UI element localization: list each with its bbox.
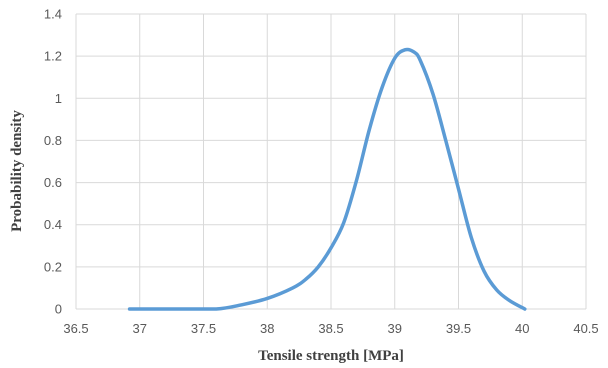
density-curve bbox=[127, 47, 527, 311]
x-tick-label: 39.5 bbox=[446, 321, 471, 336]
y-tick-label: 0.4 bbox=[44, 217, 62, 232]
y-tick-labels: 0 0.2 0.4 0.6 0.8 1 1.2 1.4 bbox=[44, 7, 62, 317]
y-tick-label: 0 bbox=[55, 302, 62, 317]
x-tick-label: 37 bbox=[133, 321, 147, 336]
x-tick-label: 40.5 bbox=[573, 321, 598, 336]
x-tick-label: 37.5 bbox=[191, 321, 216, 336]
y-tick-label: 1 bbox=[55, 91, 62, 106]
y-tick-label: 1.2 bbox=[44, 49, 62, 64]
x-tick-labels: 36.5 37 37.5 38 38.5 39 39.5 40 40.5 bbox=[63, 321, 598, 336]
x-axis-title: Tensile strength [MPa] bbox=[258, 348, 404, 364]
x-tick-label: 39 bbox=[388, 321, 402, 336]
x-tick-label: 38 bbox=[260, 321, 274, 336]
grid-lines bbox=[75, 13, 587, 310]
y-axis-title: Probability density bbox=[9, 110, 25, 232]
y-tick-label: 0.2 bbox=[44, 259, 62, 274]
y-tick-label: 0.8 bbox=[44, 133, 62, 148]
x-tick-label: 40 bbox=[515, 321, 529, 336]
x-tick-label: 36.5 bbox=[63, 321, 88, 336]
y-tick-label: 0.6 bbox=[44, 175, 62, 190]
x-tick-label: 38.5 bbox=[318, 321, 343, 336]
series-layer bbox=[127, 47, 527, 311]
y-tick-label: 1.4 bbox=[44, 7, 62, 22]
